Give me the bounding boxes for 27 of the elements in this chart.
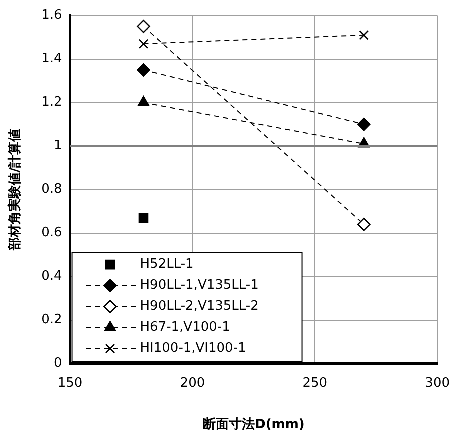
y-tick-label: 1.4 bbox=[42, 52, 62, 67]
legend-label: H90LL-2,V135LL-2 bbox=[140, 299, 259, 314]
point bbox=[138, 39, 149, 49]
legend-label: HI100-1,VI100-1 bbox=[140, 341, 246, 356]
x-tick-label: 250 bbox=[302, 376, 328, 391]
x-tick-label: 150 bbox=[58, 376, 83, 391]
point bbox=[359, 30, 370, 40]
y-tick-label: 0.4 bbox=[42, 269, 62, 284]
y-tick-label: 0.2 bbox=[42, 312, 62, 328]
legend-label: H67-1,V100-1 bbox=[140, 320, 230, 336]
y-tick-label: 0.6 bbox=[42, 226, 62, 241]
y-tick-label: 0 bbox=[54, 356, 62, 372]
point bbox=[138, 213, 149, 223]
y-tick-label: 1 bbox=[54, 138, 62, 154]
x-tick-label: 200 bbox=[180, 376, 206, 391]
y-axis-title: 部材角実験値/計算値 bbox=[7, 128, 24, 252]
y-tick-label: 1.6 bbox=[42, 8, 62, 24]
x-axis-title: 断面寸法D(mm) bbox=[203, 418, 305, 433]
point bbox=[357, 218, 371, 232]
legend-label: H90LL-1,V135LL-1 bbox=[140, 278, 259, 294]
point bbox=[357, 118, 371, 132]
legend-label: H52LL-1 bbox=[140, 257, 194, 272]
point bbox=[137, 64, 150, 77]
point bbox=[137, 20, 150, 34]
x-tick-label: 300 bbox=[425, 376, 450, 391]
y-tick-label: 0.8 bbox=[42, 182, 62, 198]
y-tick-label: 1.2 bbox=[42, 95, 62, 110]
